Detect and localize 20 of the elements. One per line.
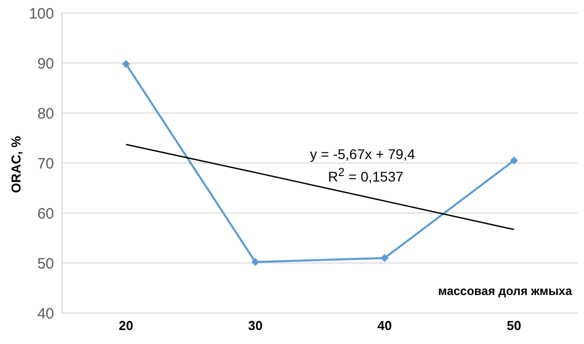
x-tick-label: 20 (118, 318, 134, 334)
x-axis-title: массовая доля жмыха (438, 284, 572, 298)
y-tick-label: 100 (28, 5, 54, 22)
y-axis-title: ORAC, % (8, 136, 24, 193)
x-tick-label: 40 (377, 318, 392, 334)
y-tick-label: 70 (37, 155, 54, 172)
x-tick-label: 30 (248, 318, 263, 334)
annotation: y = -5,67x + 79,4 (310, 146, 416, 162)
annotation: R$^{2}$ = 0,1537 (328, 166, 404, 185)
y-tick-label: 40 (37, 305, 54, 322)
y-tick-label: 90 (37, 55, 54, 72)
line-series (125, 144, 515, 230)
point (122, 60, 130, 68)
x-tick-label: 50 (506, 318, 522, 334)
y-tick-label: 80 (37, 105, 54, 122)
y-tick-label: 50 (37, 255, 54, 272)
y-tick-label: 60 (37, 205, 54, 222)
point (251, 258, 260, 266)
point (510, 156, 518, 164)
point (380, 254, 389, 262)
